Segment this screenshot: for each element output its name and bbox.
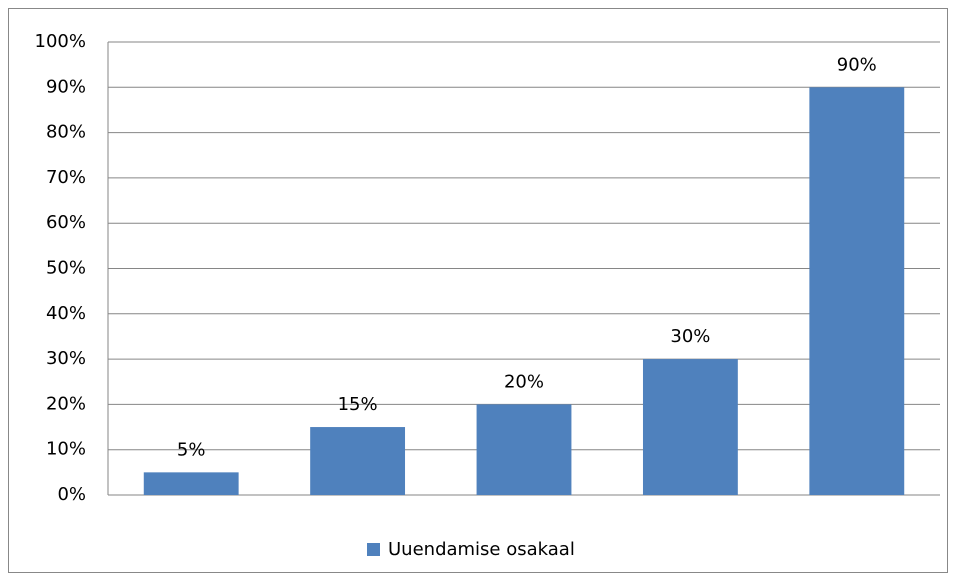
y-tick-label: 60%	[46, 212, 86, 233]
y-tick-label: 100%	[35, 31, 86, 52]
bar	[143, 472, 239, 495]
bar	[310, 427, 406, 495]
y-tick-label: 0%	[57, 484, 86, 505]
y-tick-label: 50%	[46, 258, 86, 279]
y-tick-label: 30%	[46, 348, 86, 369]
bar	[642, 359, 738, 495]
data-label: 30%	[670, 326, 710, 347]
legend-label: Uuendamise osakaal	[388, 539, 575, 560]
y-tick-label: 70%	[46, 167, 86, 188]
bar	[476, 404, 572, 495]
bar	[809, 87, 905, 496]
y-tick-label: 10%	[46, 439, 86, 460]
data-label: 15%	[338, 394, 378, 415]
data-label: 5%	[177, 439, 206, 460]
data-label: 90%	[837, 54, 877, 75]
y-tick-label: 90%	[46, 76, 86, 97]
y-tick-label: 40%	[46, 303, 86, 324]
legend-swatch	[367, 543, 380, 556]
data-label: 20%	[504, 371, 544, 392]
y-tick-label: 20%	[46, 393, 86, 414]
y-tick-label: 80%	[46, 122, 86, 143]
